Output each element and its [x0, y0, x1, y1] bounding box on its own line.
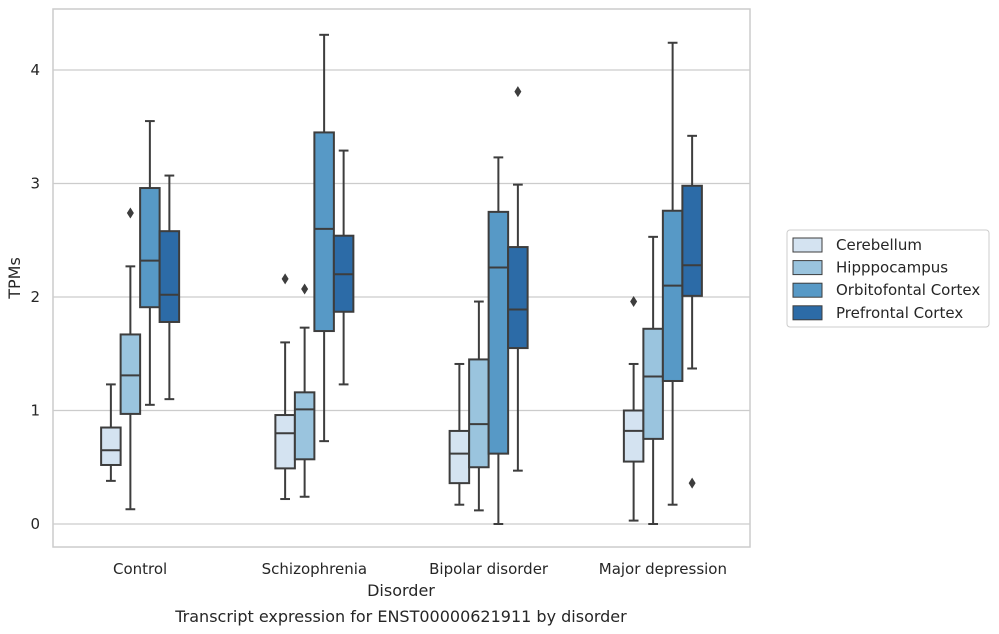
box-iqr: [642, 327, 664, 440]
outlier-point-0: [514, 86, 522, 98]
box-3-3: [681, 134, 703, 489]
y-tick-label-4: 4: [30, 61, 40, 79]
legend-swatch-2: [792, 282, 823, 298]
box-iqr: [119, 333, 142, 415]
box-2-3: [661, 41, 684, 506]
outlier-point-0: [281, 273, 289, 285]
legend-label-3: Prefrontal Cortex: [836, 304, 963, 322]
y-tick-label-2: 2: [30, 288, 40, 306]
box-iqr: [293, 391, 316, 461]
box-iqr: [274, 414, 296, 470]
y-axis-label: TPMs: [5, 257, 24, 300]
box-iqr: [468, 358, 490, 469]
box-3-0: [158, 174, 181, 401]
outlier-point-0: [630, 296, 638, 308]
box-iqr: [622, 409, 645, 463]
box-2-1: [313, 33, 335, 443]
legend-frame: [786, 229, 990, 328]
y-tick-labels: 0 1 2 3 4: [30, 61, 40, 533]
box-iqr: [100, 426, 122, 466]
box-iqr: [487, 210, 510, 455]
box-iqr: [448, 429, 471, 485]
legend-label-0: Cerebellum: [836, 236, 922, 254]
box-1-0: [119, 207, 142, 511]
box-iqr: [507, 246, 529, 350]
outlier-point-0: [688, 477, 696, 489]
box-0-1: [274, 273, 296, 501]
box-iqr: [681, 184, 703, 297]
box-3-1: [332, 149, 355, 386]
legend: Cerebellum Hipppocampus Orbitofontal Corte…: [786, 229, 990, 328]
box-0-2: [448, 362, 471, 506]
legend-entries: Cerebellum Hipppocampus Orbitofontal Corte…: [792, 236, 980, 322]
chart-caption: Transcript expression for ENST0000062191…: [174, 607, 627, 626]
legend-label-1: Hipppocampus: [836, 259, 948, 277]
y-tick-label-0: 0: [30, 515, 40, 533]
legend-swatch-0: [792, 237, 823, 253]
box-0-0: [100, 383, 122, 482]
x-tick-label-0: Control: [113, 560, 167, 578]
legend-swatch-1: [792, 260, 823, 276]
boxes: [100, 33, 703, 525]
x-tick-label-3: Major depression: [599, 560, 727, 578]
y-tick-label-1: 1: [30, 402, 40, 420]
box-3-2: [507, 86, 529, 472]
y-tick-label-3: 3: [30, 175, 40, 193]
legend-label-2: Orbitofontal Cortex: [836, 281, 980, 299]
box-iqr: [158, 230, 181, 323]
box-iqr: [139, 187, 161, 309]
box-2-0: [139, 120, 161, 406]
x-tick-labels: Control Schizophrenia Bipolar disorder Majo…: [113, 560, 727, 578]
box-2-2: [487, 156, 510, 525]
box-1-3: [642, 235, 664, 525]
x-tick-label-2: Bipolar disorder: [429, 560, 549, 578]
box-1-2: [468, 300, 490, 512]
box-iqr: [661, 209, 684, 382]
box-iqr: [313, 131, 335, 333]
x-axis-label: Disorder: [367, 581, 435, 600]
box-0-3: [622, 296, 645, 522]
x-tick-label-1: Schizophrenia: [262, 560, 367, 578]
plot-area-frame: [52, 8, 751, 548]
box-1-1: [293, 283, 316, 498]
outlier-point-0: [301, 283, 309, 295]
outlier-point-0: [126, 207, 134, 219]
legend-swatch-3: [792, 305, 823, 321]
